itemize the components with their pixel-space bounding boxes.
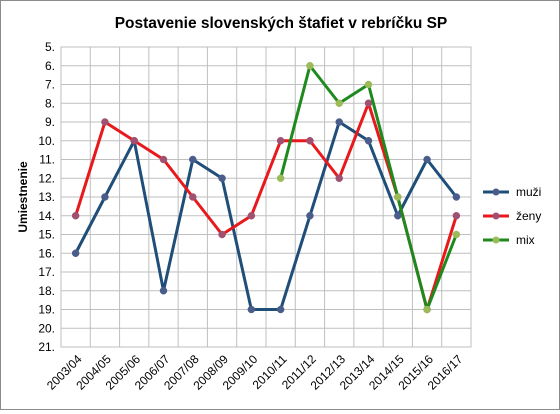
data-point [276, 174, 285, 182]
data-point [423, 155, 431, 164]
series-line [74, 120, 458, 311]
y-tick-label: 16. [38, 246, 55, 260]
legend-item: muži [483, 185, 541, 199]
data-point [335, 174, 343, 182]
legend-item: mix [483, 233, 535, 247]
data-point [101, 118, 109, 126]
data-point [71, 212, 80, 220]
data-point [71, 249, 80, 257]
data-point [159, 155, 168, 164]
data-point [130, 137, 138, 145]
y-tick-label: 21. [38, 340, 55, 354]
data-point [276, 305, 285, 314]
y-tick-label: 8. [45, 96, 55, 110]
data-point [218, 230, 226, 239]
y-axis-ticks: 5. 6. 7. 8. 9. 10. 11. 12. 13. 14. 15. 16. 17. 18. 19.… [38, 40, 55, 354]
legend-marker [492, 236, 500, 244]
gridlines [60, 46, 472, 348]
y-tick-label: 11. [39, 153, 55, 167]
data-point [452, 212, 461, 220]
series-mix [276, 62, 461, 314]
series-muži [71, 118, 461, 314]
data-point [247, 212, 256, 220]
data-point [423, 305, 431, 314]
y-tick-label: 14. [38, 209, 55, 223]
y-tick-label: 18. [38, 284, 55, 298]
data-point [306, 62, 314, 70]
legend-item: ženy [483, 209, 541, 223]
y-tick-label: 19. [38, 303, 55, 317]
y-tick-label: 12. [38, 171, 55, 185]
y-tick-label: 5. [45, 40, 55, 54]
data-point [452, 193, 461, 201]
data-point [189, 155, 197, 164]
series-ženy [71, 99, 461, 314]
data-point [306, 212, 314, 220]
y-tick-label: 13. [38, 190, 55, 204]
y-tick-label: 15. [38, 228, 55, 242]
legend: muži ženy mix [483, 185, 541, 247]
x-axis-ticks: 2003/042004/052005/062006/072007/082008/… [44, 352, 466, 393]
y-tick-label: 6. [45, 59, 55, 73]
y-axis-label: Umiestnenie [16, 161, 30, 233]
y-tick-label: 17. [38, 265, 55, 279]
legend-marker [492, 188, 500, 196]
y-tick-label: 9. [45, 115, 55, 129]
data-point [335, 118, 343, 126]
data-point [335, 99, 343, 107]
data-point [276, 137, 285, 145]
legend-label: ženy [516, 209, 541, 223]
data-point [189, 193, 197, 201]
series-group [71, 62, 461, 314]
data-point [394, 212, 402, 220]
data-point [452, 230, 461, 239]
chart-title: Postavenie slovenských štafiet v rebríčk… [115, 15, 448, 32]
data-point [364, 137, 373, 145]
data-point [306, 137, 314, 145]
y-tick-label: 20. [38, 321, 55, 335]
data-point [159, 287, 168, 295]
data-point [247, 305, 256, 314]
data-point [101, 193, 109, 201]
legend-label: mix [516, 233, 535, 247]
y-tick-label: 7. [45, 78, 55, 92]
data-point [364, 80, 373, 89]
legend-marker [492, 212, 500, 220]
data-point [364, 99, 373, 107]
data-point [218, 174, 226, 182]
data-point [394, 193, 402, 201]
y-tick-label: 10. [38, 134, 55, 148]
legend-label: muži [516, 185, 541, 199]
